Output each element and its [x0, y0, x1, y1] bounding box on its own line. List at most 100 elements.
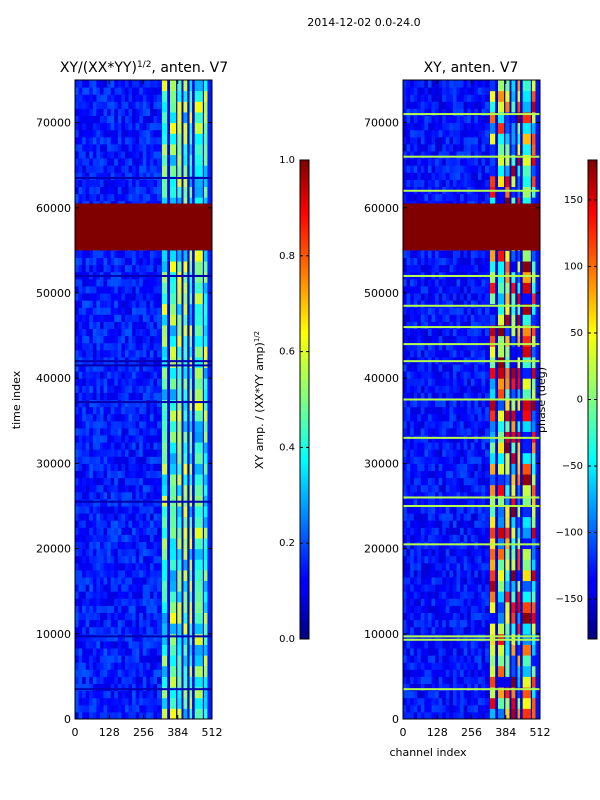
heatmap-cell — [128, 335, 133, 344]
heatmap-cell — [85, 413, 90, 422]
heatmap-cell — [438, 278, 443, 287]
heatmap-cell — [132, 640, 137, 649]
heatmap-cell — [485, 349, 490, 358]
heatmap-cell — [78, 456, 83, 464]
heatmap-cell — [452, 300, 458, 308]
heatmap-cell — [99, 427, 105, 436]
heatmap-cell — [427, 257, 433, 266]
heatmap-cell — [121, 676, 126, 684]
heatmap-cell — [75, 94, 80, 102]
heatmap-cell — [103, 158, 108, 166]
heatmap-cell — [463, 420, 468, 429]
heatmap-band-cell — [161, 399, 168, 411]
heatmap-cell — [92, 541, 97, 550]
heatmap-cell — [406, 676, 411, 684]
heatmap-cell — [460, 449, 465, 457]
heatmap-cell — [110, 711, 115, 720]
heatmap-cell — [121, 513, 126, 521]
heatmap-cell — [463, 569, 468, 578]
heatmap-cell — [452, 285, 458, 294]
heatmap-cell — [124, 633, 130, 642]
heatmap-cell — [139, 562, 144, 571]
heatmap-cell — [139, 392, 144, 400]
heatmap-cell — [103, 577, 108, 585]
heatmap-cell — [431, 669, 436, 677]
heatmap-cell — [442, 108, 447, 116]
heatmap-cell — [96, 378, 101, 386]
heatmap-cell — [124, 456, 130, 464]
heatmap-cell — [431, 442, 436, 450]
heatmap-cell — [121, 541, 126, 550]
heatmap-cell — [135, 683, 140, 692]
heatmap-cell — [82, 491, 87, 500]
heatmap-band-cell — [169, 197, 177, 209]
heatmap-cell — [485, 484, 490, 493]
heatmap-cell — [107, 626, 112, 635]
heatmap-cell — [92, 165, 97, 173]
heatmap-cell — [449, 605, 454, 613]
heatmap-cell — [431, 470, 436, 479]
heatmap-cell — [92, 463, 97, 471]
heatmap-cell — [410, 591, 415, 599]
heatmap-cell — [449, 584, 454, 592]
heatmap-cell — [142, 655, 147, 663]
heatmap-cell — [103, 342, 108, 351]
heatmap-cell — [146, 413, 151, 422]
heatmap-cell — [420, 307, 425, 315]
heatmap-cell — [406, 349, 411, 358]
heatmap-cell — [485, 633, 490, 642]
heatmap-cell — [410, 285, 415, 294]
heatmap-cell — [406, 193, 411, 202]
heatmap-cell — [424, 655, 429, 663]
heatmap-cell — [406, 122, 411, 131]
heatmap-cell — [92, 612, 97, 621]
heatmap-cell — [485, 676, 490, 684]
heatmap-cell — [424, 122, 429, 131]
heatmap-cell — [417, 101, 422, 109]
heatmap-band-cell — [194, 569, 203, 582]
heatmap-cell — [435, 456, 440, 464]
heatmap-cell — [92, 527, 97, 535]
heatmap-cell — [132, 676, 137, 684]
heatmap-band-cell — [161, 165, 168, 177]
heatmap-cell — [420, 605, 425, 613]
heatmap-cell — [75, 463, 80, 471]
heatmap-cell — [157, 186, 162, 195]
heatmap-cell — [128, 158, 133, 166]
heatmap-cell — [470, 449, 475, 457]
heatmap-cell — [431, 491, 436, 500]
heatmap-cell — [467, 129, 472, 138]
heatmap-cell — [456, 463, 461, 471]
heatmap-cell — [438, 598, 443, 606]
heatmap-cell — [438, 619, 443, 628]
heatmap-cell — [96, 349, 101, 358]
heatmap-cell — [485, 456, 490, 464]
heatmap-cell — [128, 87, 133, 95]
heatmap-band-cell — [505, 644, 510, 656]
heatmap-cell — [110, 87, 115, 95]
heatmap-cell — [417, 342, 422, 351]
heatmap-cell — [417, 94, 422, 102]
heatmap-cell — [121, 683, 126, 692]
heatmap-cell — [92, 378, 97, 386]
heatmap-cell — [135, 399, 140, 408]
heatmap-cell — [452, 87, 458, 95]
heatmap-cell — [157, 598, 162, 606]
heatmap-cell — [110, 94, 115, 102]
heatmap-cell — [128, 413, 133, 422]
heatmap-cell — [431, 683, 436, 692]
heatmap-cell — [463, 605, 468, 613]
heatmap-cell — [442, 562, 447, 571]
heatmap-cell — [139, 555, 144, 564]
heatmap-band-cell — [161, 676, 168, 688]
heatmap-cell — [431, 335, 436, 344]
heatmap-cell — [78, 420, 83, 429]
heatmap-cell — [75, 711, 80, 720]
heatmap-cell — [85, 165, 90, 173]
heatmap-cell — [82, 711, 87, 720]
heatmap-cell — [442, 534, 447, 542]
heatmap-cell — [485, 648, 490, 656]
heatmap-cell — [427, 477, 433, 486]
heatmap-cell — [403, 584, 408, 592]
heatmap-cell — [153, 648, 158, 656]
